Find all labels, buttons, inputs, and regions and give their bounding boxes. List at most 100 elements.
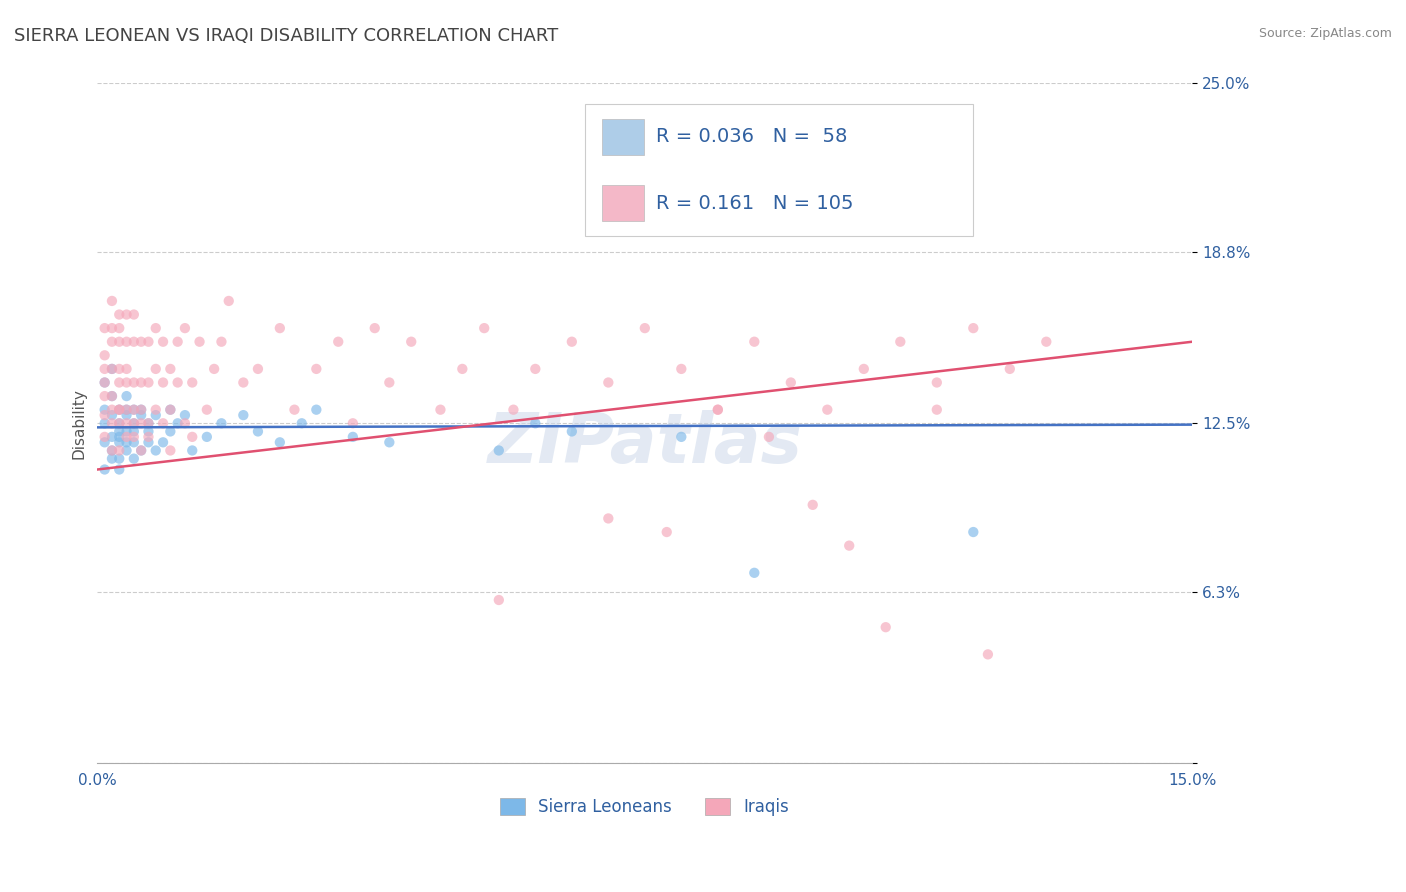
Point xyxy=(93,402,115,417)
Point xyxy=(122,417,145,431)
Point xyxy=(269,435,291,450)
Point xyxy=(342,430,364,444)
Point xyxy=(122,376,145,390)
Point xyxy=(129,402,152,417)
Y-axis label: Disability: Disability xyxy=(72,388,86,458)
Point xyxy=(181,443,204,458)
Point xyxy=(815,402,838,417)
Point xyxy=(108,417,131,431)
Point xyxy=(122,334,145,349)
Point xyxy=(122,451,145,466)
Point xyxy=(328,334,350,349)
Point xyxy=(93,462,115,476)
Point xyxy=(399,334,422,349)
Point xyxy=(108,435,131,450)
Point xyxy=(115,402,138,417)
Legend: Sierra Leoneans, Iraqis: Sierra Leoneans, Iraqis xyxy=(494,791,796,822)
Point xyxy=(852,362,875,376)
Point xyxy=(159,362,181,376)
Text: SIERRA LEONEAN VS IRAQI DISABILITY CORRELATION CHART: SIERRA LEONEAN VS IRAQI DISABILITY CORRE… xyxy=(14,27,558,45)
Point xyxy=(108,417,131,431)
Point xyxy=(707,402,730,417)
Point xyxy=(93,376,115,390)
Point xyxy=(108,376,131,390)
Point xyxy=(115,408,138,422)
Point xyxy=(101,443,124,458)
Point xyxy=(122,402,145,417)
Point xyxy=(129,376,152,390)
Point xyxy=(115,417,138,431)
Point xyxy=(524,362,547,376)
Point xyxy=(138,425,160,439)
Point xyxy=(115,402,138,417)
Point xyxy=(101,321,124,335)
Point xyxy=(875,620,897,634)
Point xyxy=(488,443,510,458)
Point xyxy=(159,402,181,417)
Point xyxy=(305,362,328,376)
Point xyxy=(129,402,152,417)
Point xyxy=(671,362,693,376)
Point xyxy=(129,443,152,458)
Point xyxy=(429,402,451,417)
Point xyxy=(101,362,124,376)
Point xyxy=(159,425,181,439)
Point xyxy=(159,402,181,417)
Point xyxy=(211,334,233,349)
Point xyxy=(598,511,620,525)
Text: ZIPatlas: ZIPatlas xyxy=(488,410,803,477)
Point xyxy=(152,334,174,349)
Text: Source: ZipAtlas.com: Source: ZipAtlas.com xyxy=(1258,27,1392,40)
Point xyxy=(378,376,401,390)
Point xyxy=(758,430,780,444)
Point xyxy=(101,443,124,458)
Point xyxy=(159,443,181,458)
Point xyxy=(115,389,138,403)
Point xyxy=(232,408,254,422)
Point xyxy=(115,425,138,439)
Point xyxy=(138,430,160,444)
Text: R = 0.036   N =  58: R = 0.036 N = 58 xyxy=(655,128,848,146)
Point xyxy=(101,389,124,403)
Point xyxy=(378,435,401,450)
Point xyxy=(195,430,218,444)
Point xyxy=(108,334,131,349)
Point xyxy=(145,321,167,335)
Point xyxy=(218,293,240,308)
Point xyxy=(122,425,145,439)
Point xyxy=(269,321,291,335)
Point xyxy=(451,362,474,376)
Point xyxy=(93,389,115,403)
Point xyxy=(707,402,730,417)
Point xyxy=(998,362,1021,376)
Point xyxy=(744,566,766,580)
Point xyxy=(166,417,188,431)
Point xyxy=(801,498,824,512)
Point xyxy=(115,443,138,458)
Point xyxy=(671,430,693,444)
Point xyxy=(138,435,160,450)
Point xyxy=(108,402,131,417)
Point xyxy=(108,443,131,458)
Point xyxy=(101,293,124,308)
Point xyxy=(101,451,124,466)
Point xyxy=(246,425,269,439)
Point xyxy=(93,321,115,335)
Point xyxy=(101,389,124,403)
Point xyxy=(232,376,254,390)
Point xyxy=(101,408,124,422)
Point xyxy=(524,417,547,431)
Point xyxy=(925,402,948,417)
Point xyxy=(93,348,115,362)
Point xyxy=(174,321,197,335)
Point xyxy=(202,362,225,376)
Point xyxy=(108,451,131,466)
Point xyxy=(561,425,583,439)
Point xyxy=(472,321,495,335)
Point xyxy=(138,334,160,349)
Bar xyxy=(602,185,644,221)
Point xyxy=(246,362,269,376)
Point xyxy=(502,402,524,417)
Point xyxy=(145,362,167,376)
Point xyxy=(129,408,152,422)
